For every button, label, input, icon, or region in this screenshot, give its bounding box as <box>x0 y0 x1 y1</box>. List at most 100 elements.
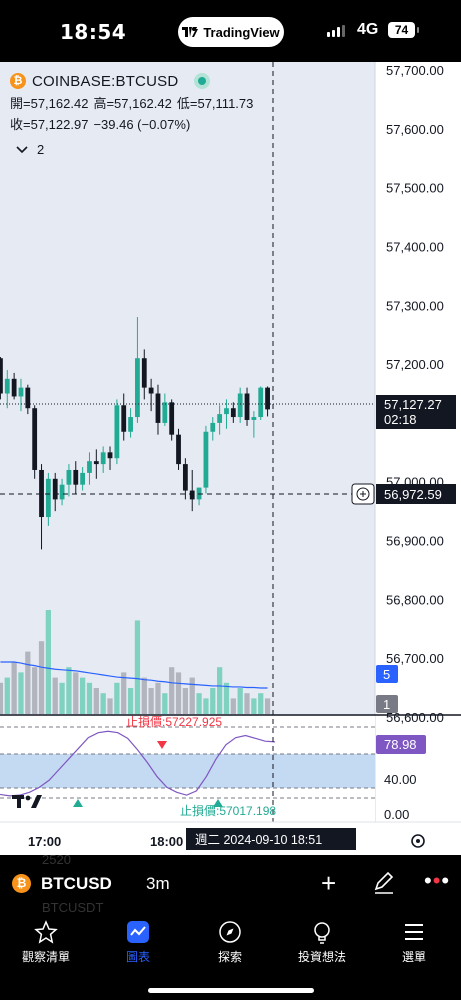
crosshair-price-badge <box>376 484 456 504</box>
volume-bar <box>148 688 154 714</box>
price-tick: 56,600.00 <box>386 710 444 725</box>
candle-body <box>73 469 79 485</box>
candle-body <box>66 469 72 485</box>
price-tick: 56,700.00 <box>386 651 444 666</box>
legend-high: 高=57,162.42 <box>93 96 172 111</box>
collapsed-count: 2 <box>37 142 45 157</box>
volume-bar <box>223 682 230 714</box>
candle-body <box>162 402 168 423</box>
ohlc-row-1: 開=57,162.42 高=57,162.42 低=57,111.73 <box>10 94 258 113</box>
tab-chart[interactable]: 圖表 <box>92 920 184 965</box>
network-type: 4G <box>357 21 379 38</box>
chart-icon <box>127 921 149 943</box>
tradingview-label: TradingView <box>203 24 280 40</box>
ghost-text-bottom: BTCUSDT <box>42 900 104 915</box>
candle-body <box>244 393 250 420</box>
legend-open: 開=57,162.42 <box>10 96 89 111</box>
market-open-icon <box>194 73 211 89</box>
price-pane[interactable] <box>0 62 375 715</box>
tab-explore[interactable]: 探索 <box>184 920 276 965</box>
volume-bar <box>25 651 31 714</box>
candle-body <box>121 405 127 432</box>
osc-value-badge <box>376 735 426 754</box>
candle-body <box>0 358 3 394</box>
tab-label-explore: 探索 <box>217 950 242 964</box>
battery-icon: 74 <box>388 22 419 38</box>
tradingview-logo-icon <box>182 27 199 37</box>
stop-low-label: 止損價:57017.198 <box>180 803 276 818</box>
add-icon[interactable]: + <box>321 868 337 898</box>
volume-bar <box>141 677 147 714</box>
price-axis[interactable]: 57,700.00 57,600.00 57,500.00 57,400.00 57,3… <box>386 63 444 725</box>
ohlc-row-2: 收=57,122.97 −39.46 (−0.07%) <box>10 115 258 134</box>
volume-bar <box>45 610 51 714</box>
volume-bar <box>210 688 216 714</box>
settings-gear-icon[interactable] <box>411 834 425 848</box>
volume-bar <box>169 667 175 714</box>
legend[interactable]: ₿ COINBASE:BTCUSD 開=57,162.42 高=57,162.42… <box>10 70 258 134</box>
sell-signal-icon <box>157 741 167 749</box>
candle-body <box>176 434 181 465</box>
volume-bar <box>114 682 120 714</box>
tab-menu[interactable]: 選單 <box>368 920 460 965</box>
candle-body <box>230 408 236 418</box>
chevron-down-icon <box>16 145 28 153</box>
tv-watermark-icon <box>12 795 42 808</box>
more-icon[interactable]: ••• <box>424 868 451 893</box>
pen-icon[interactable] <box>372 869 396 895</box>
volume-bar <box>0 682 4 714</box>
candle-body <box>182 464 188 491</box>
indicator-collapse-toggle[interactable]: 2 <box>16 142 44 157</box>
tab-label-ideas: 投資想法 <box>297 950 346 964</box>
volume-bar <box>264 698 271 714</box>
bitcoin-icon: ₿ <box>12 874 31 893</box>
volume-bar <box>162 693 168 714</box>
volume-bar <box>230 698 236 714</box>
tab-ideas[interactable]: 投資想法 <box>276 920 368 965</box>
osc-tick-40: 40.00 <box>384 772 417 787</box>
volume-bar <box>182 688 188 714</box>
candle-body <box>39 469 44 518</box>
volume-bar <box>38 641 45 714</box>
volume-bars <box>0 610 271 714</box>
volume-bar <box>134 620 141 714</box>
osc-value-label: 78.98 <box>384 737 417 752</box>
volume-bar <box>107 698 113 714</box>
volume-bar <box>32 667 38 714</box>
volume-bar <box>258 693 264 714</box>
price-tick: 57,300.00 <box>386 298 444 313</box>
oscillator-band <box>0 754 375 788</box>
volume-bar <box>11 662 17 714</box>
volume-bar <box>59 682 65 714</box>
crosshair-price-label: 56,972.59 <box>384 487 442 502</box>
interval-button[interactable]: 3m <box>146 874 170 893</box>
candle-body <box>32 408 38 470</box>
candle-body <box>59 484 65 500</box>
candle-body <box>148 387 154 394</box>
buy-signal-icon-2 <box>213 799 223 807</box>
tradingview-pill[interactable]: TradingView <box>178 17 284 47</box>
price-tick: 57,200.00 <box>386 357 444 372</box>
candle-body <box>80 472 86 485</box>
volume-bar <box>66 667 72 714</box>
oscillator-line <box>0 730 276 797</box>
chart-canvas[interactable]: 止損價:57227.925 止損價:57017.198 17:00 18:00 … <box>0 62 461 855</box>
legend-symbol[interactable]: COINBASE:BTCUSD <box>32 72 179 90</box>
candle-body <box>141 358 147 388</box>
volume-bar <box>86 682 93 714</box>
candle-body <box>155 393 161 423</box>
candle-body <box>237 393 243 418</box>
chart-area[interactable]: 止損價:57227.925 止損價:57017.198 17:00 18:00 … <box>0 62 461 855</box>
candle-body <box>107 452 113 459</box>
candle-body <box>135 358 140 418</box>
tab-label-watchlist: 觀察清單 <box>21 950 70 964</box>
volume-bar <box>203 698 209 714</box>
candle-body <box>203 431 209 488</box>
status-bar: 18:54 TradingView 4G 74 <box>0 0 461 62</box>
countdown-label: 02:18 <box>384 412 417 427</box>
symbol-button[interactable]: BTCUSD <box>41 874 112 893</box>
tab-watchlist[interactable]: 觀察清單 <box>0 920 92 965</box>
legend-close: 收=57,122.97 <box>10 117 89 132</box>
signal-icon <box>327 25 345 37</box>
add-alert-icon[interactable] <box>351 483 375 505</box>
